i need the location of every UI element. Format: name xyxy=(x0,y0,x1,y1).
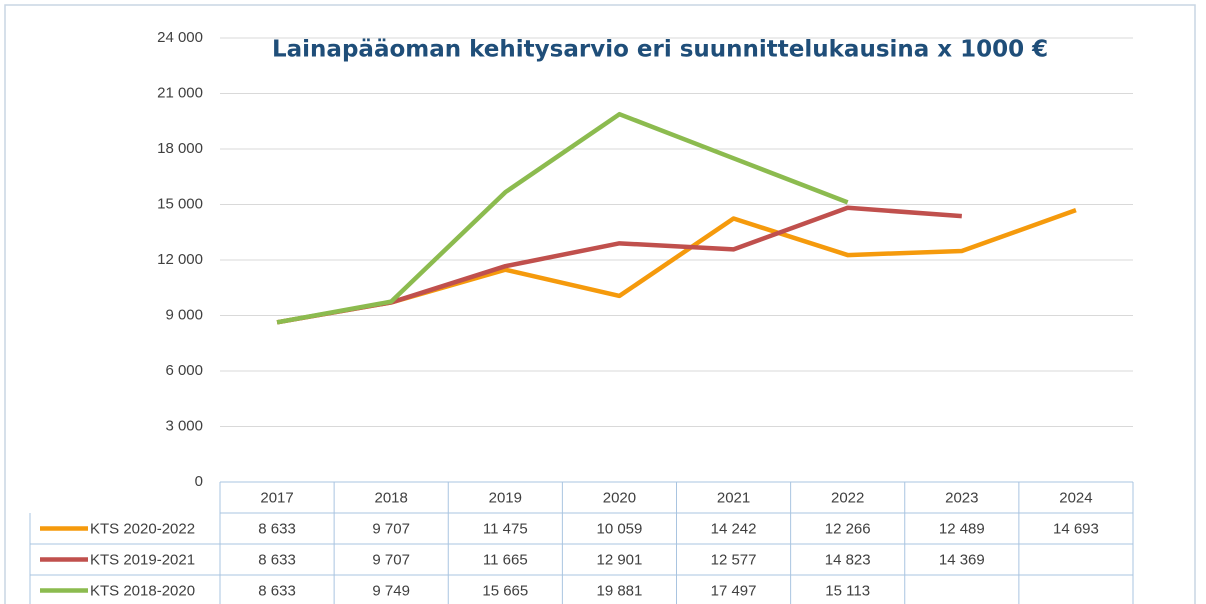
table-value: 15 665 xyxy=(482,582,528,599)
table-value: 12 901 xyxy=(596,551,642,568)
table-value: 9 749 xyxy=(372,582,410,599)
table-value: 9 707 xyxy=(372,520,410,537)
table-value: 14 369 xyxy=(939,551,985,568)
x-tick-label: 2020 xyxy=(603,489,636,506)
x-tick-label: 2019 xyxy=(489,489,522,506)
table-value: 8 633 xyxy=(258,520,296,537)
table-value: 14 823 xyxy=(825,551,871,568)
x-tick-label: 2017 xyxy=(260,489,293,506)
y-tick-label: 24 000 xyxy=(157,29,203,46)
x-tick-label: 2024 xyxy=(1059,489,1092,506)
table-value: 12 489 xyxy=(939,520,985,537)
x-tick-label: 2021 xyxy=(717,489,750,506)
y-tick-label: 6 000 xyxy=(165,362,203,379)
table-value: 14 693 xyxy=(1053,520,1099,537)
y-tick-label: 21 000 xyxy=(157,84,203,101)
series-line xyxy=(276,208,1077,325)
table-value: 12 266 xyxy=(825,520,871,537)
table-value: 10 059 xyxy=(596,520,642,537)
legend-label: KTS 2018-2020 xyxy=(90,582,195,599)
x-tick-label: 2018 xyxy=(375,489,408,506)
x-tick-label: 2023 xyxy=(945,489,978,506)
chart-frame xyxy=(4,4,1196,604)
x-tick-label: 2022 xyxy=(831,489,864,506)
legend-label: KTS 2019-2021 xyxy=(90,551,195,568)
y-tick-label: 15 000 xyxy=(157,195,203,212)
y-tick-label: 12 000 xyxy=(157,251,203,268)
table-value: 8 633 xyxy=(258,551,296,568)
table-value: 17 497 xyxy=(711,582,757,599)
table-value: 11 665 xyxy=(483,551,528,568)
table-value: 14 242 xyxy=(711,520,757,537)
y-tick-label: 18 000 xyxy=(157,140,203,157)
table-value: 9 707 xyxy=(372,551,410,568)
legend-label: KTS 2020-2022 xyxy=(90,520,195,537)
table-value: 8 633 xyxy=(258,582,296,599)
table-value: 12 577 xyxy=(711,551,757,568)
table-value: 19 881 xyxy=(596,582,642,599)
series-line xyxy=(276,111,849,325)
table-value: 15 113 xyxy=(825,582,870,599)
y-tick-label: 3 000 xyxy=(165,417,203,434)
chart-title: Lainapääoman kehitysarvio eri suunnittel… xyxy=(272,37,1048,63)
y-tick-label: 0 xyxy=(195,473,203,490)
y-tick-label: 9 000 xyxy=(165,306,203,323)
table-value: 11 475 xyxy=(483,520,528,537)
